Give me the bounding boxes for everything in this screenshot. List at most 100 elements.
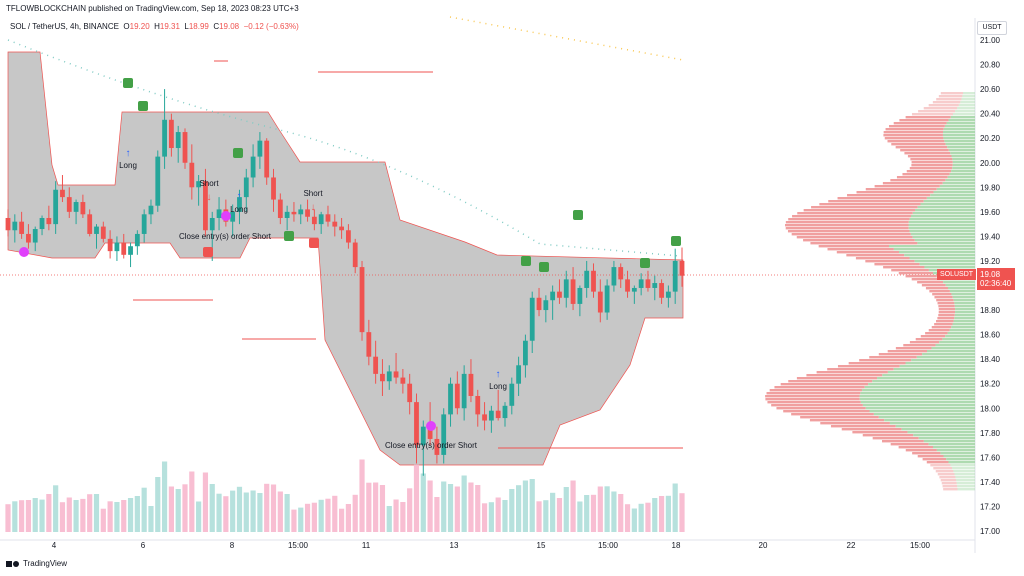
- volume-bar: [236, 486, 243, 532]
- candle-body: [264, 140, 270, 178]
- volume-bar: [250, 490, 256, 532]
- volume-bar: [645, 502, 651, 532]
- price-tick-label: 20.60: [980, 85, 1001, 94]
- price-tick-label: 17.00: [980, 527, 1001, 536]
- volume-profile-down: [862, 434, 914, 437]
- time-tick-label: 13: [450, 541, 459, 550]
- volume-profile-down: [904, 152, 951, 155]
- volume-profile-down: [771, 404, 863, 407]
- volume-profile-up: [872, 380, 975, 383]
- volume-profile-down: [928, 329, 950, 332]
- candle-body: [311, 216, 317, 225]
- volume-profile-up: [948, 119, 975, 122]
- candle-body: [107, 238, 113, 252]
- volume-bar: [638, 503, 644, 532]
- volume-profile-down: [803, 239, 915, 242]
- volume-bar: [427, 480, 433, 532]
- volume-bar: [175, 489, 181, 532]
- volume-profile-up: [951, 293, 975, 296]
- volume-profile-down: [937, 473, 955, 476]
- volume-profile-up: [944, 140, 975, 143]
- candle-body: [39, 217, 45, 230]
- volume-profile-up: [915, 209, 975, 212]
- candle-body: [114, 242, 120, 252]
- stop-badge: [309, 238, 319, 248]
- take-profit-badge: [123, 78, 133, 88]
- open-value: 19.20: [129, 22, 150, 31]
- volume-bar: [155, 477, 161, 532]
- candle-body: [168, 119, 174, 149]
- volume-profile-up: [908, 227, 975, 230]
- volume-bar: [536, 501, 542, 532]
- volume-bar: [304, 503, 311, 532]
- candle-body: [339, 226, 344, 231]
- volume-profile-up: [942, 338, 975, 341]
- volume-profile-down: [900, 149, 949, 152]
- volume-profile-down: [898, 446, 933, 449]
- volume-profile-up: [936, 188, 975, 191]
- candle-body: [250, 156, 256, 178]
- candle-body: [529, 297, 535, 341]
- volume-profile-down: [893, 122, 947, 125]
- candle-body: [393, 371, 399, 378]
- volume-profile-down: [891, 269, 929, 272]
- volume-profile-up: [884, 419, 975, 422]
- volume-profile-up: [952, 467, 975, 470]
- volume-profile-down: [938, 305, 955, 308]
- volume-profile-down: [785, 224, 909, 227]
- volume-profile-up: [958, 104, 975, 107]
- volume-bar: [168, 486, 174, 532]
- price-tick-label: 17.80: [980, 429, 1001, 438]
- volume-profile-down: [895, 146, 948, 149]
- volume-bar: [12, 501, 18, 532]
- candle-body: [284, 211, 290, 218]
- volume-profile-down: [847, 194, 931, 197]
- volume-bar: [46, 494, 52, 532]
- volume-profile-down: [882, 182, 943, 185]
- volume-profile-up: [930, 194, 975, 197]
- volume-profile-up: [949, 173, 975, 176]
- candle-body: [509, 383, 515, 406]
- volume-profile-down: [792, 215, 911, 218]
- volume-profile-up: [859, 398, 975, 401]
- volume-bar: [216, 493, 222, 532]
- take-profit-badge: [521, 256, 531, 266]
- volume-profile-up: [923, 200, 975, 203]
- candle-body: [128, 246, 133, 255]
- volume-profile-down: [911, 164, 953, 167]
- volume-profile-up: [951, 326, 975, 329]
- volume-bar: [658, 496, 665, 532]
- volume-profile-down: [827, 248, 894, 251]
- volume-profile-up: [954, 305, 975, 308]
- time-tick-label: 15: [537, 541, 546, 550]
- tradingview-logo[interactable]: TradingView: [6, 559, 67, 568]
- candle-body: [277, 199, 283, 218]
- volume-profile-up: [960, 101, 975, 104]
- volume-profile-down: [910, 158, 953, 161]
- volume-profile-down: [921, 284, 946, 287]
- volume-profile-up: [914, 260, 975, 263]
- candle-body: [352, 242, 358, 268]
- volume-profile-down: [882, 440, 924, 443]
- volume-bar: [522, 480, 529, 532]
- volume-profile-up: [946, 458, 975, 461]
- volume-profile-down: [836, 251, 899, 254]
- volume-bar: [618, 494, 624, 532]
- volume-profile-up: [949, 329, 975, 332]
- volume-profile-up: [887, 371, 975, 374]
- candle-body: [346, 230, 351, 243]
- volume-profile-up: [909, 257, 975, 260]
- candle-body: [87, 214, 93, 234]
- volume-profile-down: [887, 140, 945, 143]
- candle-body: [659, 283, 664, 298]
- volume-profile-up: [935, 344, 975, 347]
- price-tick-label: 20.80: [980, 61, 1001, 70]
- symbol-price-tag: SOLUSDT: [937, 269, 977, 280]
- volume-bar: [257, 493, 263, 532]
- volume-bar: [264, 483, 270, 532]
- currency-selector[interactable]: USDT: [977, 21, 1007, 35]
- volume-bar: [379, 485, 386, 532]
- volume-profile-down: [878, 353, 923, 356]
- price-tick-label: 20.20: [980, 134, 1001, 143]
